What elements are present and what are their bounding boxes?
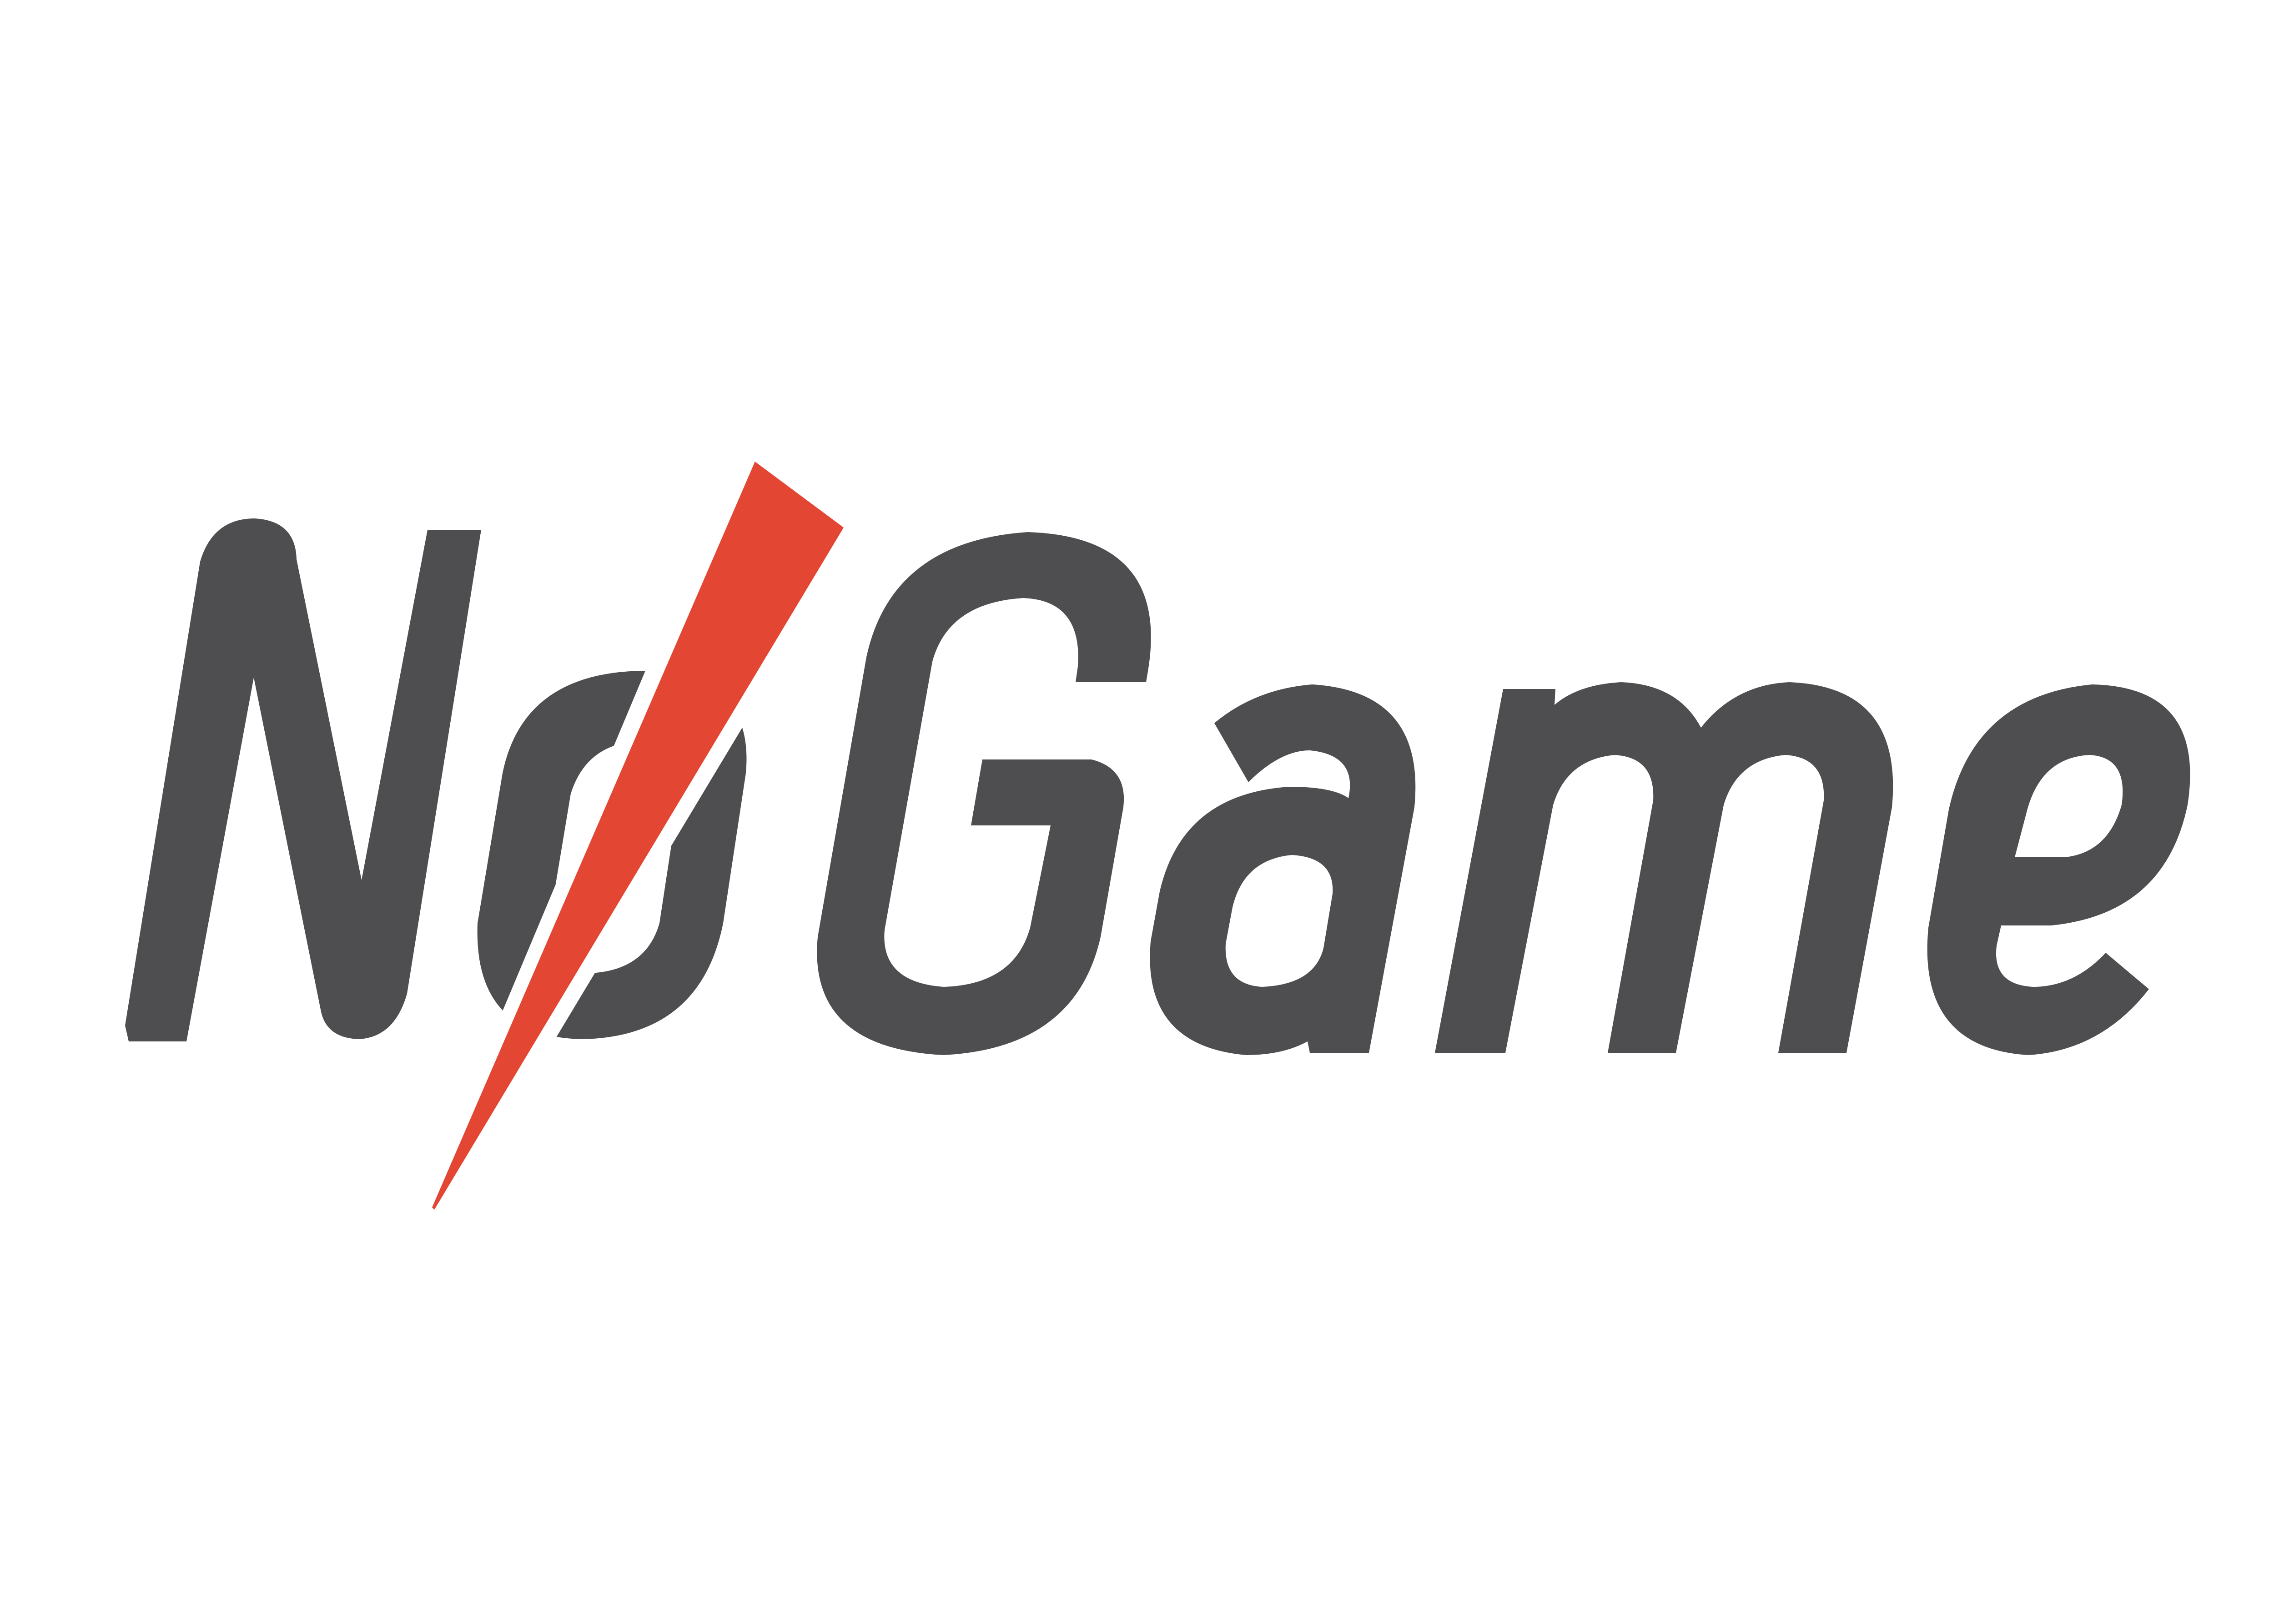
letter-a	[1150, 684, 1416, 1055]
letter-e	[1927, 684, 2190, 1055]
red-slash	[432, 462, 844, 1210]
letter-g	[817, 532, 1151, 1055]
letter-m	[1435, 682, 1893, 1053]
letter-n	[125, 518, 481, 1041]
letters-group	[125, 518, 2190, 1055]
